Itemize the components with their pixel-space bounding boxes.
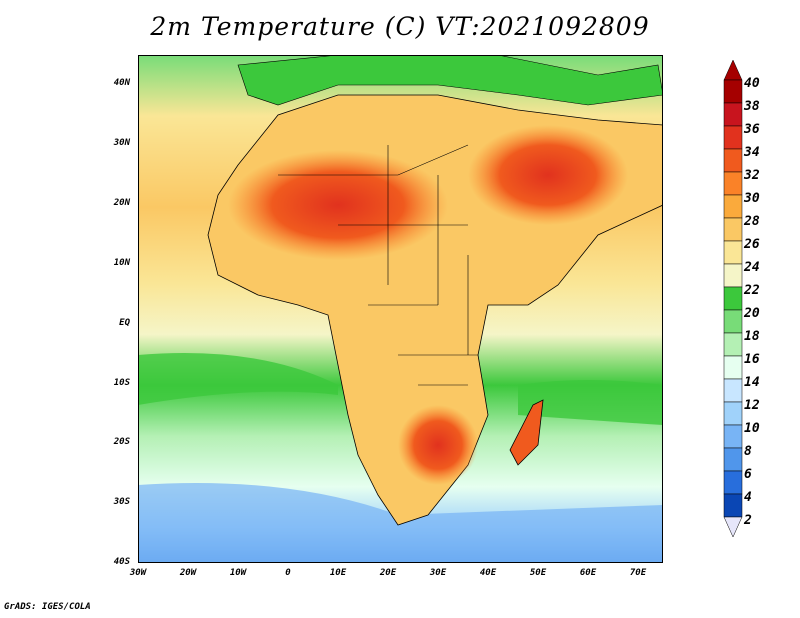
colorbar-segment <box>723 447 743 472</box>
colorbar-label: 2 <box>744 513 752 528</box>
colorbar-segment <box>723 217 743 242</box>
colorbar-segment <box>723 401 743 426</box>
colorbar-label: 10 <box>744 421 760 436</box>
southern-africa-hot-region <box>398 405 478 485</box>
lon-label: 0 <box>285 568 291 578</box>
lon-label: 10W <box>229 568 247 578</box>
colorbar-label: 32 <box>744 168 760 183</box>
colorbar-bottom-arrow <box>723 516 743 538</box>
colorbar-segment <box>723 79 743 104</box>
lat-label: 40S <box>113 557 130 567</box>
lat-label: 20S <box>113 437 130 447</box>
lat-label: 30S <box>113 497 130 507</box>
lon-label: 20E <box>379 568 397 578</box>
colorbar-segment <box>723 470 743 495</box>
madagascar <box>509 399 544 466</box>
colorbar-segment <box>723 378 743 403</box>
colorbar-segment <box>723 309 743 334</box>
colorbar-label: 30 <box>744 191 760 206</box>
sahara-hot-region <box>228 150 448 260</box>
colorbar-segment <box>723 240 743 265</box>
map-frame <box>138 55 663 563</box>
lon-label: 50E <box>529 568 547 578</box>
credit-text: GrADS: IGES/COLA <box>4 602 91 612</box>
colorbar-label: 26 <box>744 237 760 252</box>
colorbar-segment <box>723 148 743 173</box>
colorbar-segment <box>723 493 743 518</box>
colorbar-segment <box>723 424 743 449</box>
lat-label: 30N <box>113 138 130 148</box>
colorbar-label: 38 <box>744 99 760 114</box>
colorbar-segment <box>723 332 743 357</box>
lon-label: 30E <box>429 568 447 578</box>
colorbar-label: 14 <box>744 375 760 390</box>
colorbar-segment <box>723 102 743 127</box>
colorbar-segment <box>723 171 743 196</box>
colorbar-label: 18 <box>744 329 760 344</box>
lat-label: 20N <box>113 198 130 208</box>
colorbar-label: 22 <box>744 283 760 298</box>
lon-label: 40E <box>479 568 497 578</box>
colorbar <box>723 59 743 538</box>
lat-label: 10S <box>113 378 130 388</box>
colorbar-label: 34 <box>744 145 760 160</box>
temperature-map <box>138 55 663 563</box>
border-lines <box>278 144 478 386</box>
colorbar-top-arrow <box>723 59 743 81</box>
lat-label: 10N <box>113 258 130 268</box>
colorbar-label: 28 <box>744 214 760 229</box>
lon-label: 30W <box>129 568 147 578</box>
colorbar-segment <box>723 355 743 380</box>
lon-label: 20W <box>179 568 197 578</box>
lat-label: 40N <box>113 78 130 88</box>
colorbar-label: 36 <box>744 122 760 137</box>
chart-title: 2m Temperature (C) VT:2021092809 <box>150 12 650 41</box>
colorbar-label: 12 <box>744 398 760 413</box>
colorbar-label: 6 <box>744 467 752 482</box>
lon-label: 10E <box>329 568 347 578</box>
lon-label: 70E <box>629 568 647 578</box>
colorbar-segment <box>723 194 743 219</box>
colorbar-label: 40 <box>744 76 760 91</box>
colorbar-label: 20 <box>744 306 760 321</box>
colorbar-segment <box>723 263 743 288</box>
lon-label: 60E <box>579 568 597 578</box>
colorbar-segment <box>723 286 743 311</box>
colorbar-segment <box>723 125 743 150</box>
colorbar-label: 4 <box>744 490 752 505</box>
colorbar-label: 8 <box>744 444 752 459</box>
arabia-hot-region <box>468 125 628 225</box>
europe-land <box>237 55 663 106</box>
colorbar-label: 24 <box>744 260 760 275</box>
lat-label: EQ <box>119 318 130 328</box>
colorbar-label: 16 <box>744 352 760 367</box>
